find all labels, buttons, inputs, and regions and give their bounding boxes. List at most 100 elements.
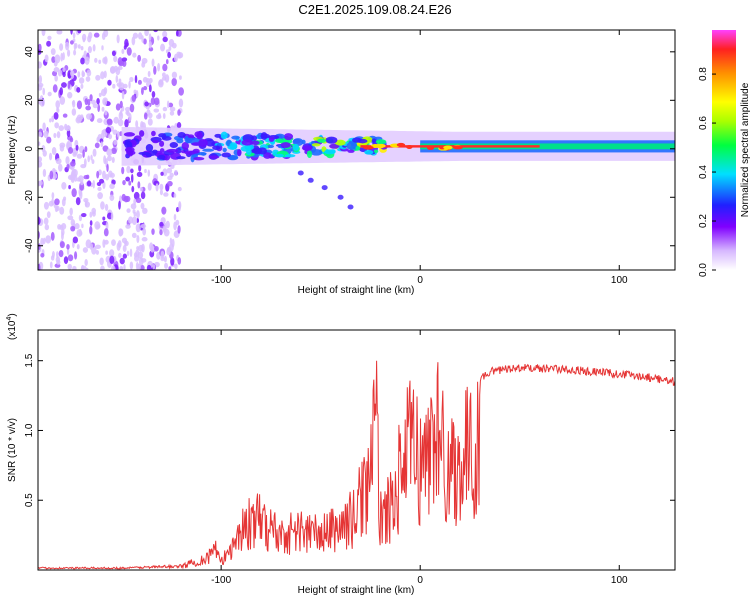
spectrogram-noise-blob — [109, 255, 115, 265]
spectrogram-noise-blob — [55, 158, 62, 165]
spectrogram-noise-blob — [51, 251, 55, 259]
spectrogram-noise-blob — [140, 202, 145, 210]
spectrogram-noise-blob — [70, 174, 75, 183]
spectrogram-noise-blob — [143, 38, 147, 45]
spectrogram-noise-blob — [38, 216, 41, 226]
spectrogram-panel: -100 0 100 -40 -20 0 20 40 Height of straight l… — [7, 29, 676, 296]
spectrogram-noise-blob — [42, 237, 46, 245]
spectrogram-noise-blob — [61, 232, 64, 241]
spectrogram-noise-blob — [99, 257, 104, 266]
spectrogram-branch-blob — [307, 177, 314, 183]
spectrogram-noise-blob — [170, 257, 175, 266]
spectrogram-noise-blob — [80, 45, 84, 51]
spectrogram-noise-blob — [44, 54, 49, 63]
spectrogram-noise-blob — [163, 192, 169, 197]
spectrogram-noise-blob — [97, 186, 102, 192]
spectrogram-noise-blob — [38, 156, 43, 163]
spectrogram-noise-blob — [132, 52, 137, 58]
spectrogram-band-blob — [175, 147, 182, 154]
spectrogram-noise-blob — [166, 167, 173, 174]
spectrogram-noise-blob — [76, 114, 83, 123]
spectrogram-xtick-label: 0 — [417, 275, 423, 286]
spectrogram-peak-blob — [406, 144, 413, 149]
spectrogram-noise-blob — [56, 131, 61, 139]
spectrogram-noise-blob — [125, 224, 131, 229]
spectrogram-noise-blob — [173, 53, 178, 63]
spectrogram-noise-blob — [128, 180, 132, 186]
spectrogram-noise-blob — [66, 247, 70, 256]
spectrogram-noise-blob — [81, 33, 87, 42]
spectrogram-peak-blob — [443, 145, 453, 150]
spectrogram-noise-blob — [54, 122, 60, 129]
spectrogram-noise-blob — [77, 44, 81, 49]
spectrogram-noise-blob — [96, 98, 100, 105]
spectrogram-noise-blob — [103, 155, 107, 165]
spectrogram-noise-blob — [160, 171, 164, 176]
spectrogram-noise-blob — [177, 257, 182, 265]
spectrogram-noise-blob — [86, 174, 90, 180]
colorbar-gradient — [712, 30, 736, 270]
spectrogram-noise-blob — [42, 149, 47, 157]
spectrogram-noise-blob — [51, 198, 54, 206]
spectrogram-noise-blob — [51, 192, 55, 200]
spectrogram-noise-blob — [40, 252, 45, 258]
spectrogram-noise-blob — [164, 74, 170, 83]
colorbar-tick-label: 0.4 — [698, 165, 709, 179]
spectrogram-ytick-label: 20 — [24, 94, 35, 106]
spectrogram-noise-blob — [117, 130, 120, 138]
spectrogram-noise-blob — [38, 84, 43, 91]
spectrogram-noise-blob — [103, 228, 109, 237]
spectrogram-noise-blob — [166, 100, 170, 109]
spectrogram-band-blob — [177, 131, 186, 138]
snr-background — [38, 330, 675, 570]
spectrogram-noise-blob — [119, 257, 125, 265]
spectrogram-noise-blob — [139, 186, 143, 192]
spectrogram-noise-blob — [113, 116, 120, 124]
spectrogram-noise-blob — [43, 130, 49, 139]
spectrogram-noise-blob — [176, 122, 182, 129]
spectrogram-noise-blob — [117, 65, 123, 71]
spectrogram-noise-blob — [179, 75, 182, 80]
spectrogram-noise-blob — [56, 30, 63, 35]
spectrogram-band-blob — [193, 157, 205, 161]
spectrogram-band-blob — [200, 152, 207, 156]
spectrogram-noise-blob — [141, 243, 145, 253]
spectrogram-noise-blob — [60, 52, 64, 62]
spectrogram-noise-blob — [98, 59, 102, 65]
spectrogram-noise-blob — [85, 113, 92, 120]
spectrogram-band-blob — [208, 155, 220, 159]
spectrogram-noise-blob — [149, 242, 154, 251]
spectrogram-noise-blob — [128, 216, 134, 224]
spectrogram-noise-blob — [100, 88, 107, 97]
spectrogram-noise-blob — [62, 113, 68, 118]
spectrogram-band-blob — [346, 141, 358, 150]
spectrogram-noise-blob — [67, 263, 73, 270]
spectrogram-noise-blob — [115, 103, 121, 111]
spectrogram-noise-blob — [89, 94, 93, 102]
spectrogram-band-blob — [306, 150, 313, 159]
spectrogram-band-blob — [123, 132, 136, 137]
spectrogram-noise-blob — [135, 197, 142, 204]
spectrogram-noise-blob — [38, 75, 43, 84]
spectrogram-noise-blob — [147, 70, 151, 77]
spectrogram-noise-blob — [147, 182, 152, 191]
spectrogram-noise-blob — [162, 36, 168, 43]
spectrogram-noise-blob — [177, 52, 184, 59]
spectrogram-noise-blob — [150, 97, 156, 105]
spectrogram-noise-blob — [71, 188, 77, 198]
spectrogram-noise-blob — [70, 218, 76, 227]
spectrogram-heatmap — [38, 30, 675, 270]
spectrogram-noise-blob — [84, 98, 89, 106]
colorbar-tick-label: 0.8 — [698, 67, 709, 81]
spectrogram-noise-blob — [95, 249, 100, 255]
spectrogram-band-blob — [357, 138, 368, 144]
spectrogram-noise-blob — [148, 77, 153, 84]
spectrogram-noise-blob — [121, 57, 128, 62]
spectrogram-noise-blob — [94, 221, 101, 230]
spectrogram-noise-blob — [173, 193, 177, 198]
spectrogram-noise-blob — [101, 45, 104, 51]
snr-ytick-label: 1.0 — [24, 423, 35, 437]
spectrogram-band-blob — [283, 133, 294, 141]
spectrogram-noise-blob — [163, 255, 167, 263]
spectrogram-noise-blob — [100, 71, 105, 80]
